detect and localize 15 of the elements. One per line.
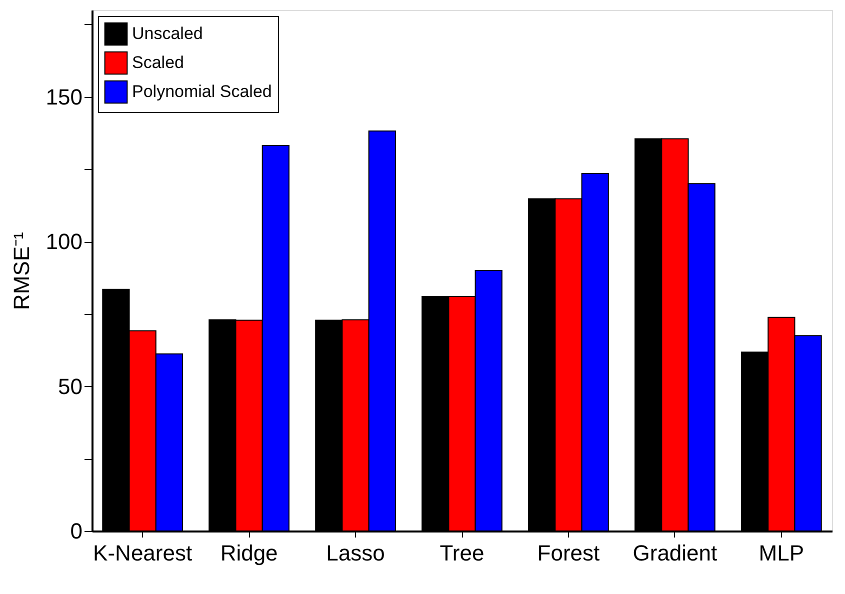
y-axis-title: RMSE⁻¹ xyxy=(8,232,34,310)
legend-label: Unscaled xyxy=(132,24,203,43)
y-tick-label: 100 xyxy=(46,229,82,254)
y-tick-label: 50 xyxy=(58,374,82,399)
x-tick-label: Tree xyxy=(440,540,484,566)
x-tick-label: Forest xyxy=(537,540,600,566)
x-tick-label: Ridge xyxy=(220,540,278,566)
x-tick-label: Lasso xyxy=(326,540,385,566)
legend-label: Polynomial Scaled xyxy=(132,82,272,101)
legend-label: Scaled xyxy=(132,53,184,72)
x-tick-label: K-Nearest xyxy=(93,540,192,566)
x-tick-label: MLP xyxy=(758,540,804,566)
y-tick-label: 0 xyxy=(70,518,82,544)
y-tick-label: 150 xyxy=(46,84,82,110)
x-tick-label: Gradient xyxy=(632,540,718,566)
